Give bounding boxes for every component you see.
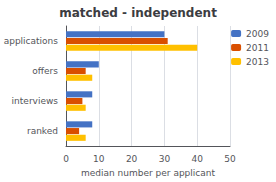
svg-text:2013: 2013 [246, 57, 269, 67]
svg-text:interviews: interviews [12, 96, 59, 106]
svg-text:2009: 2009 [246, 29, 269, 39]
svg-text:20: 20 [126, 154, 138, 164]
svg-text:matched - independent: matched - independent [59, 6, 217, 20]
svg-text:2011: 2011 [246, 43, 269, 53]
svg-text:10: 10 [93, 154, 105, 164]
svg-text:ranked: ranked [27, 126, 58, 136]
svg-text:40: 40 [191, 154, 203, 164]
svg-text:applications: applications [4, 36, 59, 46]
svg-text:offers: offers [32, 66, 58, 76]
svg-text:30: 30 [159, 154, 171, 164]
svg-text:0: 0 [63, 154, 69, 164]
svg-text:50: 50 [224, 154, 236, 164]
svg-text:median number per applicant: median number per applicant [81, 168, 216, 178]
